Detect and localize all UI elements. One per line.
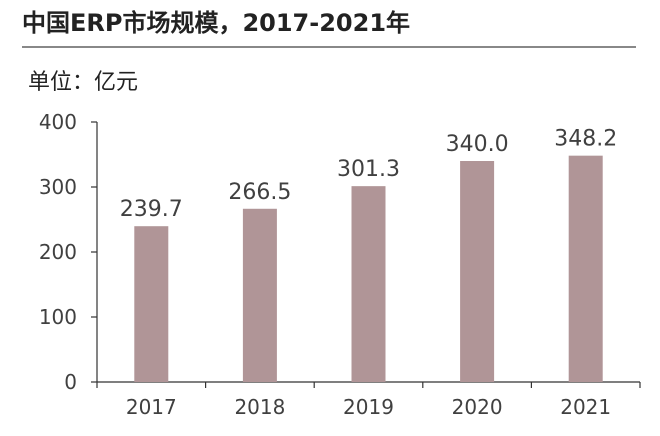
unit-label: 单位：亿元 (28, 70, 139, 95)
data-label-2017: 239.7 (120, 197, 183, 222)
x-tick-label: 2020 (452, 395, 503, 419)
data-label-2021: 348.2 (554, 127, 617, 152)
data-labels: 239.7 266.5 301.3 340.0 348.2 (120, 127, 617, 223)
bar-2021 (568, 155, 603, 382)
title-divider (22, 46, 636, 48)
x-tick-label: 2019 (343, 395, 394, 419)
x-tick-label: 2017 (126, 395, 177, 419)
data-label-2018: 266.5 (228, 180, 291, 205)
bar-2017 (134, 226, 169, 382)
x-axis: 2017 2018 2019 2020 2021 (96, 381, 641, 419)
y-axis: 0 100 200 300 400 (39, 110, 98, 394)
y-tick-label: 0 (64, 370, 77, 394)
bars (134, 155, 603, 382)
y-tick-label: 300 (39, 175, 77, 199)
x-tick-label: 2018 (234, 395, 285, 419)
x-tick-label: 2021 (560, 395, 611, 419)
y-tick-label: 200 (39, 240, 77, 264)
bar-2020 (460, 161, 495, 382)
y-tick-label: 100 (39, 305, 77, 329)
chart-title: 中国ERP市场规模，2017-2021年 (22, 9, 411, 37)
y-tick-label: 400 (39, 110, 77, 134)
data-label-2019: 301.3 (337, 157, 400, 182)
bar-2018 (242, 208, 277, 382)
bar-2019 (351, 186, 386, 382)
data-label-2020: 340.0 (446, 132, 509, 157)
